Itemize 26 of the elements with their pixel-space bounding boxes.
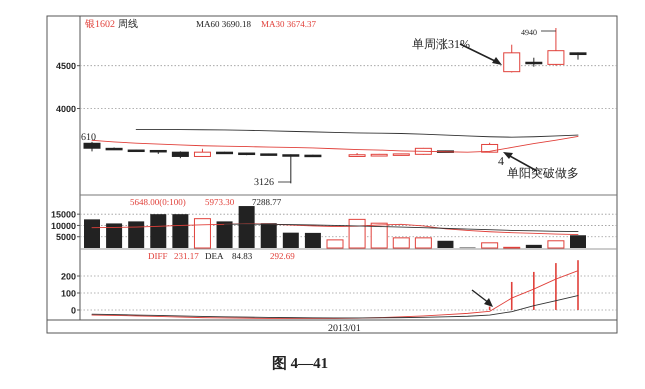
annotation: 5973.30: [205, 197, 235, 207]
y-tick-label: 15000: [50, 210, 76, 220]
y-tick-label: 4000: [56, 104, 76, 114]
y-tick-label: 100: [60, 288, 76, 298]
text: 2013/01: [328, 323, 361, 334]
annotation: 84.83: [232, 251, 253, 261]
annotation: 5648.00(0:100): [130, 197, 186, 207]
annotation: 610: [81, 132, 96, 143]
annotation: MA60 3690.18: [196, 19, 252, 29]
y-tick-label: 0: [70, 305, 76, 316]
annotation: 231.17: [174, 251, 200, 261]
annotation: DEA: [205, 251, 224, 261]
annotation: 周线: [118, 18, 138, 30]
annotation: 银1602: [84, 19, 115, 30]
caption: 图 4—41: [272, 356, 328, 372]
annotation: 7288.77: [252, 197, 282, 207]
annotation: 3126: [254, 177, 274, 188]
y-tick-label: 200: [60, 271, 76, 282]
y-tick-label: 10000: [50, 220, 76, 231]
annotation: 292.69: [270, 251, 296, 261]
y-tick-label: 5000: [56, 232, 76, 242]
y-tick-label: 4500: [56, 61, 76, 72]
annotation: DIFF: [148, 251, 168, 261]
annotation: MA30 3674.37: [261, 19, 316, 29]
annotation: 4: [498, 154, 504, 168]
annotation: 4940: [521, 28, 537, 37]
